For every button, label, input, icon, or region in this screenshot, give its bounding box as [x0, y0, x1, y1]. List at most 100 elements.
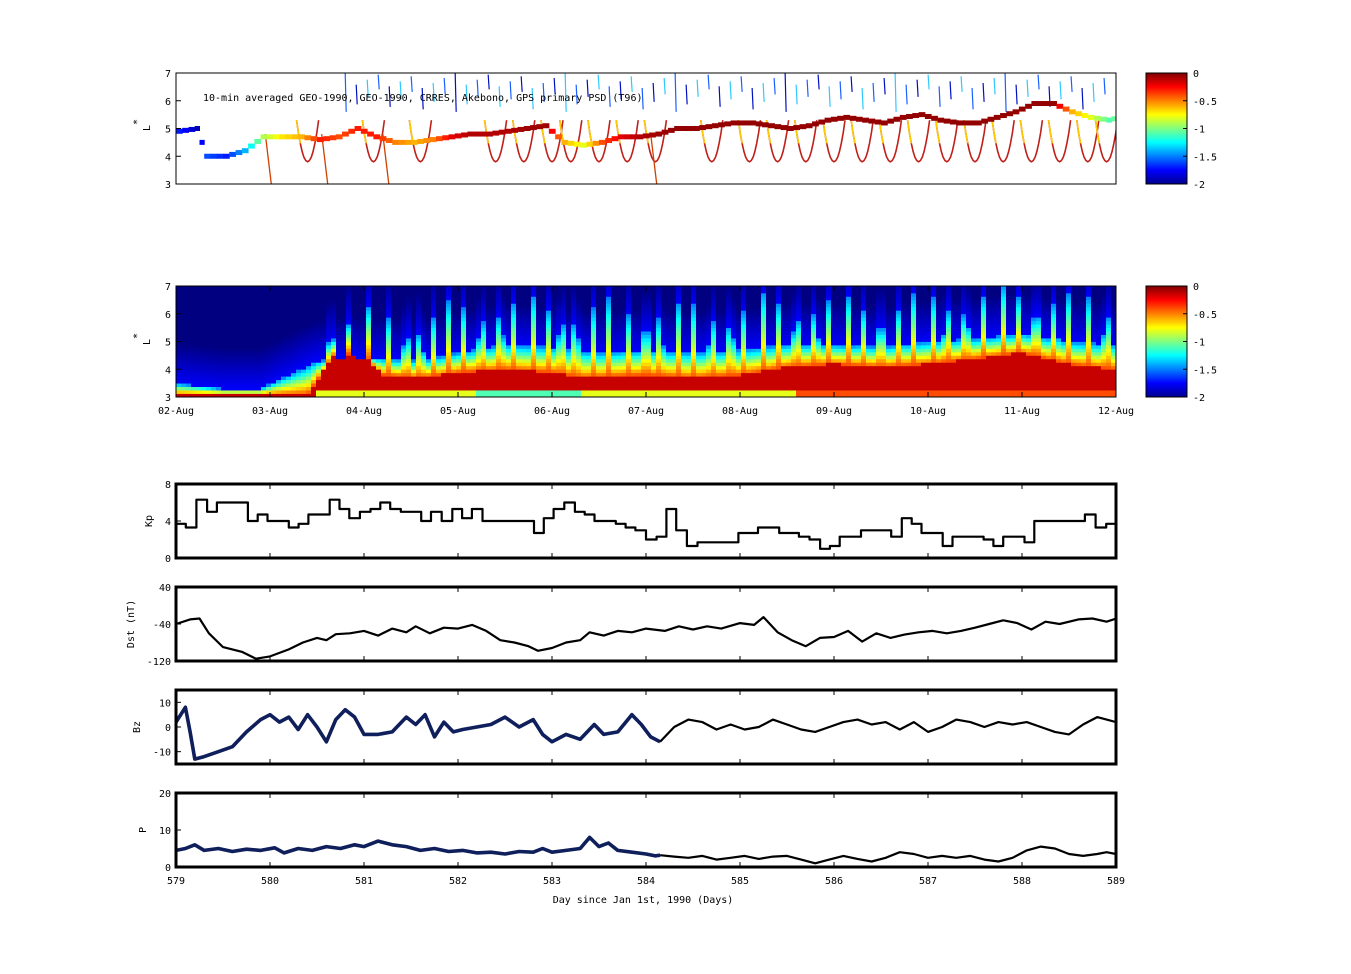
model-psd-cell — [306, 376, 312, 381]
model-psd-cell — [581, 320, 587, 325]
model-psd-cell — [696, 303, 702, 308]
model-psd-cell — [741, 286, 747, 290]
observed-psd-sweep — [960, 76, 963, 92]
model-psd-cell — [761, 376, 767, 381]
model-psd-cell — [726, 299, 732, 304]
model-psd-cell — [746, 303, 752, 308]
model-psd-cell — [271, 372, 277, 377]
model-psd-cell — [281, 296, 287, 301]
model-psd-cell — [186, 338, 192, 342]
model-psd-cell — [806, 286, 812, 290]
model-psd-cell — [486, 362, 492, 367]
observed-psd-geo-cell — [1006, 111, 1014, 117]
model-psd-cell — [601, 379, 607, 384]
model-psd-cell — [656, 338, 662, 342]
model-psd-cell — [811, 351, 817, 356]
model-psd-cell — [586, 355, 592, 360]
model-psd-cell — [556, 334, 562, 339]
model-psd-cell — [696, 296, 702, 301]
model-psd-cell — [881, 286, 887, 290]
model-psd-cell — [251, 334, 257, 339]
model-psd-cell — [456, 296, 462, 301]
model-psd-cell — [611, 292, 617, 297]
model-psd-cell — [631, 393, 637, 397]
model-psd-cell — [241, 331, 247, 335]
model-psd-cell — [221, 296, 227, 301]
model-psd-cell — [541, 341, 547, 346]
model-psd-cell — [776, 289, 782, 294]
observed-psd-sweep — [1103, 77, 1106, 95]
model-psd-cell — [716, 320, 722, 325]
model-psd-cell — [546, 348, 552, 353]
model-psd-cell — [406, 362, 412, 367]
model-psd-cell — [601, 372, 607, 377]
model-psd-cell — [576, 362, 582, 367]
model-psd-cell — [881, 386, 887, 391]
model-psd-cell — [541, 292, 547, 297]
model-psd-cell — [421, 320, 427, 325]
model-psd-cell — [706, 338, 712, 342]
model-psd-cell — [301, 341, 307, 346]
model-psd-cell — [711, 365, 717, 370]
model-psd-cell — [281, 310, 287, 315]
observed-psd-geo-cell — [229, 151, 237, 157]
model-psd-cell — [861, 365, 867, 370]
model-psd-cell — [656, 289, 662, 294]
model-psd-cell — [686, 376, 692, 381]
model-psd-cell — [201, 372, 207, 377]
model-psd-cell — [231, 313, 237, 318]
model-psd-cell — [556, 376, 562, 381]
model-psd-cell — [501, 286, 507, 290]
model-psd-cell — [221, 348, 227, 353]
model-psd-cell — [641, 324, 647, 329]
model-psd-cell — [316, 376, 322, 381]
model-psd-cell — [261, 286, 267, 290]
model-psd-cell — [536, 369, 542, 374]
model-psd-cell — [291, 320, 297, 325]
observed-psd-sweep — [553, 77, 556, 95]
model-psd-cell — [881, 365, 887, 370]
model-psd-cell — [456, 365, 462, 370]
model-psd-cell — [601, 313, 607, 318]
model-psd-cell — [631, 379, 637, 384]
observed-psd-geo-cell — [279, 134, 287, 140]
model-psd-cell — [691, 324, 697, 329]
model-psd-cell — [441, 331, 447, 335]
model-psd-cell — [681, 348, 687, 353]
model-psd-cell — [466, 331, 472, 335]
model-psd-cell — [606, 386, 612, 391]
model-psd-cell — [451, 299, 457, 304]
observed-psd-geo-cell — [943, 118, 951, 124]
model-psd-cell — [516, 310, 522, 315]
model-psd-cell — [521, 393, 527, 397]
model-psd-cell — [696, 338, 702, 342]
model-psd-cell — [576, 296, 582, 301]
model-psd-cell — [816, 386, 822, 391]
model-psd-cell — [741, 358, 747, 363]
model-psd-cell — [381, 334, 387, 339]
model-psd-cell — [196, 348, 202, 353]
model-psd-cell — [541, 320, 547, 325]
model-psd-cell — [816, 313, 822, 318]
model-psd-cell — [666, 317, 672, 322]
model-psd-cell — [326, 320, 332, 325]
model-psd-cell — [496, 331, 502, 335]
model-psd-cell — [356, 310, 362, 315]
observed-psd-geo-cell — [241, 148, 249, 154]
model-psd-cell — [206, 327, 212, 332]
model-psd-cell — [231, 348, 237, 353]
model-psd-cell — [666, 393, 672, 397]
model-psd-cell — [186, 292, 192, 297]
model-psd-cell — [751, 296, 757, 301]
model-psd-cell — [456, 372, 462, 377]
model-psd-cell — [576, 376, 582, 381]
model-psd-cell — [706, 331, 712, 335]
model-psd-cell — [511, 369, 517, 374]
model-psd-cell — [701, 369, 707, 374]
model-psd-cell — [671, 310, 677, 315]
model-psd-cell — [451, 365, 457, 370]
model-psd-cell — [181, 320, 187, 325]
model-psd-cell — [586, 390, 592, 394]
model-psd-cell — [596, 344, 602, 349]
model-psd-cell — [736, 327, 742, 332]
